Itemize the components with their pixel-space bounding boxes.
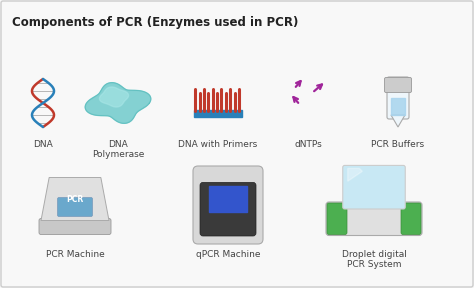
- Text: dNTPs: dNTPs: [294, 140, 322, 149]
- Polygon shape: [85, 83, 151, 123]
- Text: DNA
Polymerase: DNA Polymerase: [92, 140, 144, 159]
- Text: PCR Buffers: PCR Buffers: [372, 140, 425, 149]
- FancyBboxPatch shape: [401, 203, 421, 234]
- Text: Components of PCR (Enzymes used in PCR): Components of PCR (Enzymes used in PCR): [12, 16, 298, 29]
- Text: qPCR Machine: qPCR Machine: [196, 250, 260, 259]
- Bar: [194, 110, 242, 117]
- FancyBboxPatch shape: [387, 77, 409, 119]
- Text: Droplet digital
PCR System: Droplet digital PCR System: [342, 250, 406, 269]
- Text: DNA: DNA: [33, 140, 53, 149]
- FancyBboxPatch shape: [343, 165, 405, 209]
- Polygon shape: [348, 168, 362, 181]
- FancyBboxPatch shape: [327, 203, 347, 234]
- FancyBboxPatch shape: [39, 219, 111, 234]
- FancyBboxPatch shape: [57, 198, 92, 217]
- Text: DNA with Primers: DNA with Primers: [178, 140, 258, 149]
- Polygon shape: [41, 177, 109, 221]
- Polygon shape: [100, 87, 128, 107]
- Polygon shape: [391, 115, 405, 127]
- FancyBboxPatch shape: [193, 166, 263, 244]
- Bar: [391, 98, 405, 115]
- Bar: [209, 186, 247, 212]
- FancyBboxPatch shape: [326, 202, 422, 236]
- Text: PCR Machine: PCR Machine: [46, 250, 104, 259]
- Text: PCR: PCR: [66, 196, 83, 204]
- FancyBboxPatch shape: [200, 182, 256, 236]
- FancyBboxPatch shape: [384, 77, 411, 92]
